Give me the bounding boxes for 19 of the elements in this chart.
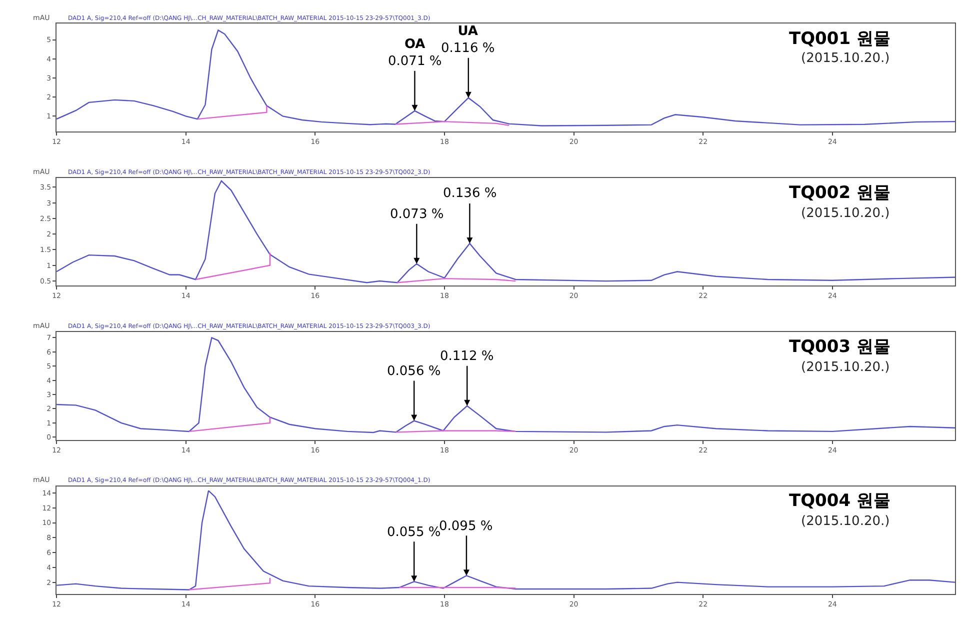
annotation: 0.056 %	[387, 364, 441, 379]
text: (2015.10.20.)	[801, 514, 890, 529]
chart-title: TQ001 원물	[789, 29, 890, 49]
annotation: 0.112 %	[440, 349, 494, 364]
line-series	[56, 490, 956, 590]
annotation: 0.073 %	[390, 207, 444, 222]
annotation: 0.095 %	[439, 519, 493, 534]
annotation: UA 0.116 %	[441, 24, 495, 56]
text: (2015.10.20.)	[801, 51, 890, 66]
annotation: 0.136 %	[443, 186, 497, 201]
annotation: OA 0.071 %	[388, 37, 442, 69]
annotation: 0.055 %	[387, 525, 441, 540]
chart-title: TQ004 원물	[789, 491, 890, 511]
line-series	[56, 337, 956, 434]
text: (2015.10.20.)	[801, 206, 890, 221]
chart-title: TQ002 원물	[789, 183, 890, 203]
chart-title: TQ003 원물	[789, 337, 890, 357]
line-series	[56, 180, 956, 284]
text: (2015.10.20.)	[801, 360, 890, 375]
